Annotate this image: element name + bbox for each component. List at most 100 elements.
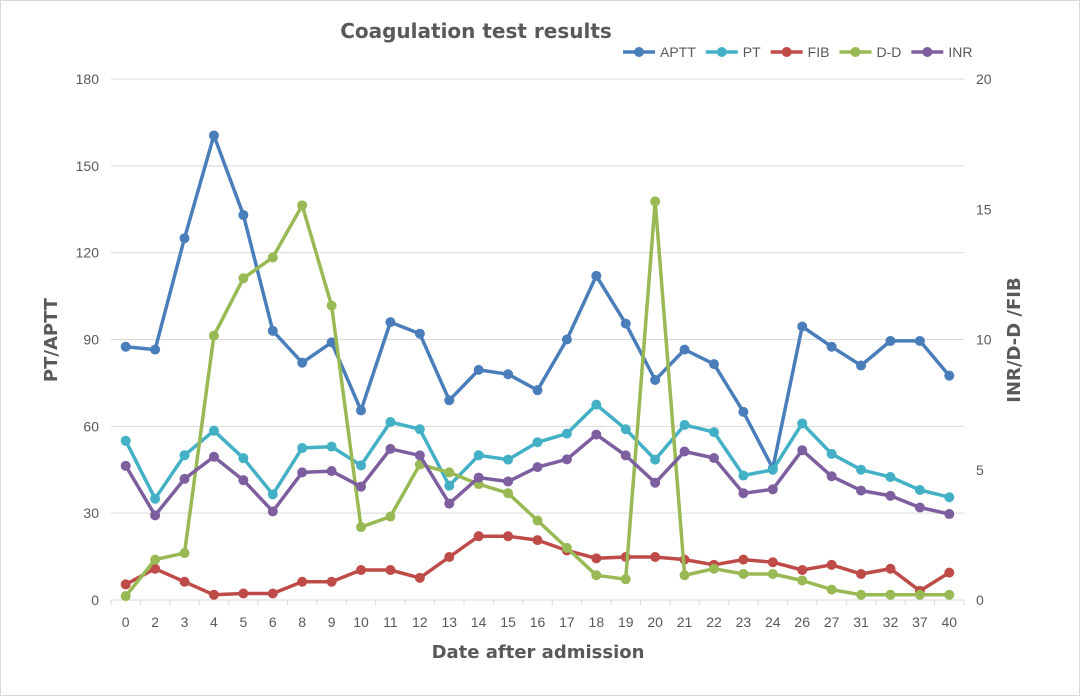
data-point [503, 454, 514, 465]
data-point [885, 335, 896, 346]
data-point [385, 317, 396, 328]
data-point [591, 429, 602, 440]
data-point [620, 574, 631, 585]
data-point [797, 321, 808, 332]
data-point [267, 489, 278, 500]
data-point [267, 588, 278, 599]
series-aptt [120, 130, 955, 474]
data-point [297, 576, 308, 587]
data-point [885, 589, 896, 600]
data-point [473, 364, 484, 375]
data-point [797, 418, 808, 429]
data-point [708, 427, 719, 438]
data-point [914, 502, 925, 513]
x-tick-label: 10 [353, 614, 369, 630]
data-point [356, 565, 367, 576]
chart-title: Coagulation test results [340, 19, 612, 43]
data-point [179, 576, 190, 587]
data-point [150, 344, 161, 355]
data-point [856, 464, 867, 475]
data-point [797, 575, 808, 586]
data-point [532, 437, 543, 448]
data-point [297, 357, 308, 368]
y-right-tick-label: 15 [976, 201, 992, 217]
data-point [532, 462, 543, 473]
x-tick-label: 0 [122, 614, 130, 630]
data-point [856, 360, 867, 371]
legend-swatch-marker [716, 47, 727, 57]
data-point [356, 460, 367, 471]
data-point [620, 450, 631, 461]
data-point [356, 405, 367, 416]
data-point [856, 589, 867, 600]
y-left-tick-label: 60 [83, 418, 99, 434]
data-point [444, 498, 455, 509]
x-tick-label: 4 [210, 614, 218, 630]
data-point [914, 589, 925, 600]
data-point [356, 481, 367, 492]
data-point [679, 446, 690, 457]
data-point [503, 488, 514, 499]
data-point [650, 375, 661, 386]
data-point [650, 477, 661, 488]
legend-label: FIB [808, 44, 830, 60]
x-tick-label: 37 [912, 614, 928, 630]
data-point [385, 443, 396, 454]
data-point [914, 335, 925, 346]
x-tick-label: 15 [500, 614, 516, 630]
legend-label: D-D [876, 44, 901, 60]
data-point [679, 419, 690, 430]
data-point [238, 588, 249, 599]
data-point [561, 428, 572, 439]
data-point [561, 334, 572, 345]
data-point [120, 435, 131, 446]
data-point [414, 450, 425, 461]
data-point [738, 406, 749, 417]
data-point [591, 399, 602, 410]
legend-label: APTT [660, 44, 696, 60]
data-point [797, 565, 808, 576]
x-tick-label: 17 [559, 614, 575, 630]
data-point [620, 424, 631, 435]
data-point [444, 552, 455, 563]
data-point [738, 470, 749, 481]
series-lines [120, 130, 955, 602]
y-left-tick-label: 150 [76, 158, 100, 174]
x-tick-label: 11 [383, 614, 398, 630]
data-point [767, 484, 778, 495]
gridlines [110, 78, 965, 605]
data-point [738, 568, 749, 579]
x-tick-label: 22 [706, 614, 722, 630]
data-point [208, 589, 219, 600]
legend-item: D-D [839, 44, 901, 60]
data-point [444, 467, 455, 478]
data-point [826, 341, 837, 352]
data-point [561, 454, 572, 465]
legend-item: APTT [623, 44, 696, 60]
x-tick-label: 3 [181, 614, 189, 630]
data-point [650, 196, 661, 207]
data-point [944, 567, 955, 578]
y-left-tick-label: 90 [83, 332, 99, 348]
x-tick-label: 2 [151, 614, 159, 630]
data-point [238, 273, 249, 284]
data-point [267, 252, 278, 263]
data-point [767, 464, 778, 475]
data-point [238, 210, 249, 221]
x-tick-label: 21 [677, 614, 693, 630]
data-point [708, 453, 719, 464]
data-point [179, 450, 190, 461]
data-point [591, 553, 602, 564]
data-point [856, 568, 867, 579]
data-point [326, 576, 337, 587]
x-tick-label: 16 [530, 614, 546, 630]
data-point [267, 506, 278, 517]
series-d-d [120, 196, 955, 602]
data-point [826, 448, 837, 459]
data-point [414, 424, 425, 435]
data-point [650, 552, 661, 563]
data-point [826, 559, 837, 570]
data-point [150, 554, 161, 565]
data-point [385, 511, 396, 522]
